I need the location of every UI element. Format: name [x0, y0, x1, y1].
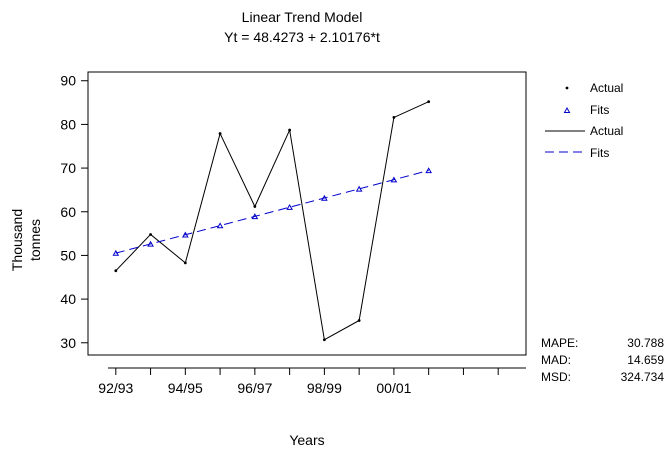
- x-tick-label: 94/95: [168, 380, 203, 396]
- fits-point: [112, 249, 120, 256]
- fits-point: [147, 240, 154, 247]
- stat-mape-value: 30.788: [627, 336, 664, 350]
- y-tick-label: 50: [60, 247, 76, 263]
- y-tick-label: 90: [60, 73, 76, 89]
- legend: Actual Fits Actual Fits: [545, 81, 623, 160]
- actual-point: [357, 319, 361, 322]
- fits-point: [390, 176, 398, 183]
- legend-fits-marker-label: Fits: [590, 103, 609, 117]
- legend-actual-marker: [565, 86, 569, 90]
- fits-point: [181, 231, 189, 238]
- fits-point: [425, 167, 433, 174]
- legend-actual-line-label: Actual: [590, 124, 623, 138]
- y-axis-label: Thousand tonnes: [9, 209, 43, 271]
- stat-msd-label: MSD:: [541, 370, 571, 384]
- stat-mad-label: MAD:: [541, 353, 571, 367]
- x-tick-label: 00/01: [376, 380, 411, 396]
- actual-point: [427, 100, 431, 104]
- y-axis-label-line-2: tonnes: [27, 219, 43, 261]
- y-tick-label: 30: [60, 335, 76, 351]
- x-axis: 92/93 94/95 96/97 98/99 00/01: [98, 367, 526, 396]
- y-tick-label: 70: [60, 160, 76, 176]
- y-tick-label: 60: [60, 204, 76, 220]
- legend-fits-marker: [563, 106, 571, 113]
- actual-point: [392, 116, 396, 119]
- actual-point: [114, 269, 118, 273]
- actual-point: [288, 128, 292, 132]
- series-layer: [112, 100, 433, 342]
- actual-line: [115, 101, 429, 341]
- legend-actual-marker-label: Actual: [590, 81, 623, 95]
- fits-point: [286, 203, 293, 210]
- plot-frame: [87, 71, 527, 356]
- fits-point: [216, 222, 224, 229]
- accuracy-measures: MAPE: 30.788 MAD: 14.659 MSD: 324.734: [541, 336, 664, 384]
- fits-point: [251, 213, 259, 220]
- y-tick-label: 40: [60, 291, 76, 307]
- stat-msd-value: 324.734: [621, 370, 665, 384]
- actual-point: [322, 338, 326, 342]
- x-tick-label: 92/93: [98, 380, 133, 396]
- chart-title: Linear Trend Model: [242, 9, 363, 25]
- actual-point: [253, 205, 257, 208]
- stat-mad-value: 14.659: [627, 353, 664, 367]
- fits-point: [321, 194, 328, 201]
- stat-mape-label: MAPE:: [541, 336, 578, 350]
- fits-point: [355, 185, 363, 192]
- actual-point: [183, 261, 187, 265]
- x-tick-label: 96/97: [237, 380, 272, 396]
- fits-line: [115, 169, 429, 254]
- actual-point: [218, 132, 222, 135]
- x-axis-label: Years: [289, 432, 324, 448]
- actual-point: [149, 233, 152, 236]
- y-tick-label: 80: [60, 116, 76, 132]
- x-tick-label: 98/99: [307, 380, 342, 396]
- chart-subtitle: Yt = 48.4273 + 2.10176*t: [224, 29, 380, 45]
- y-axis: 30 40 50 60 70 80 90: [60, 73, 88, 351]
- legend-fits-line-label: Fits: [590, 146, 609, 160]
- y-axis-label-line-1: Thousand: [9, 209, 25, 271]
